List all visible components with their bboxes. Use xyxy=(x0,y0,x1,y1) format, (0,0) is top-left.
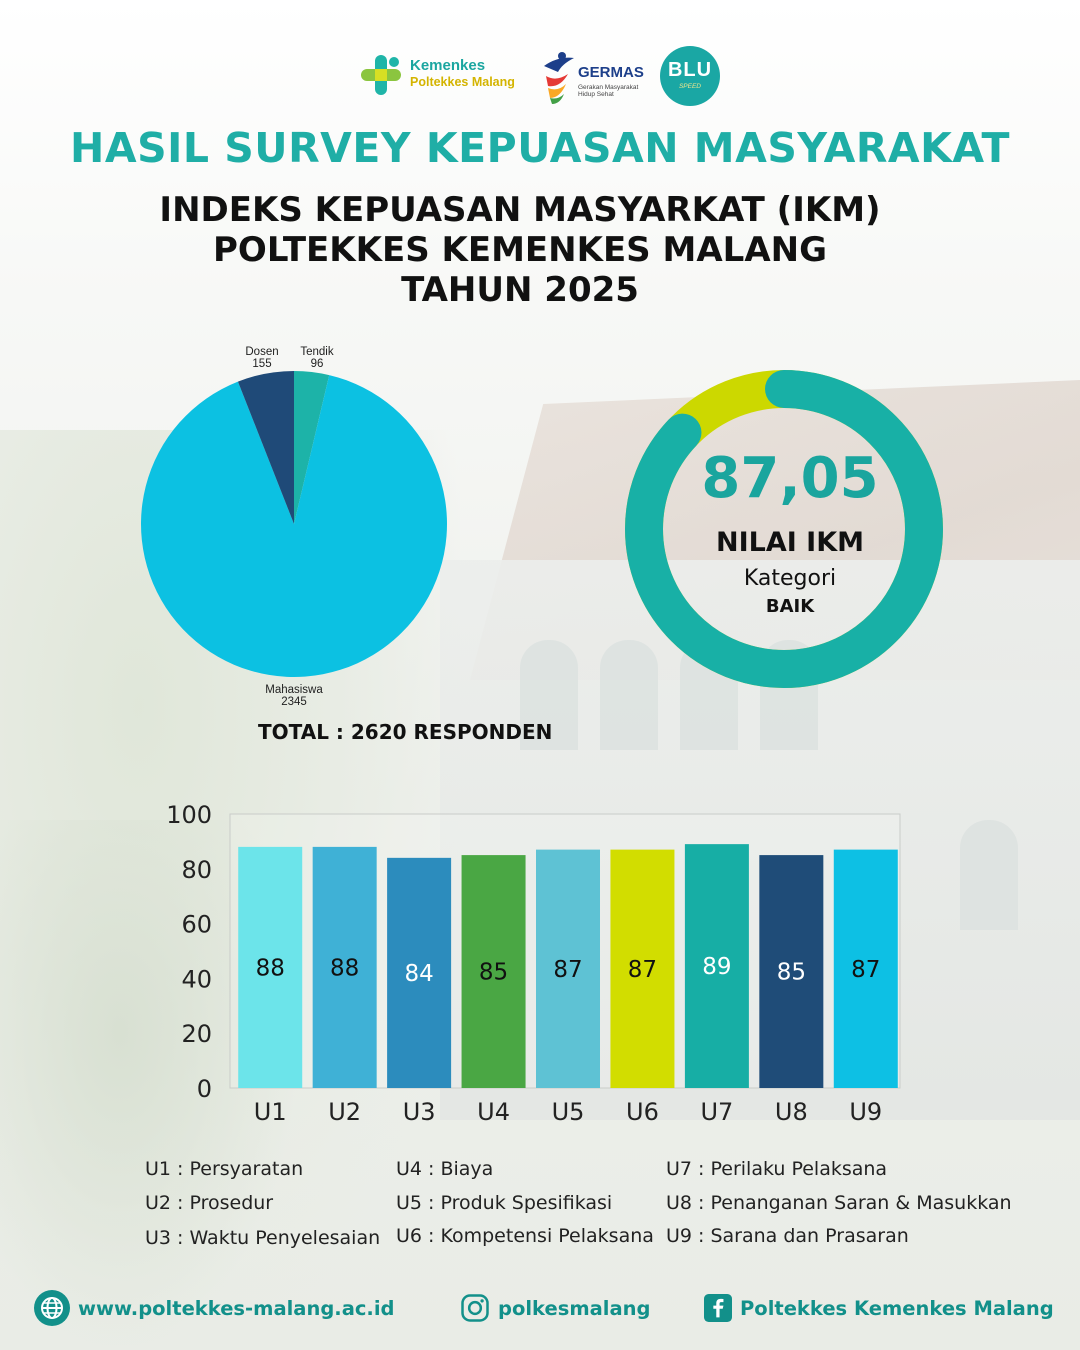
legend-item-u2: U2 : Prosedur xyxy=(145,1192,274,1214)
legend-item-u8: U8 : Penanganan Saran & Masukkan xyxy=(666,1192,1012,1214)
ikm-category: BAIK xyxy=(765,596,815,617)
germas-title: GERMAS xyxy=(578,64,644,81)
globe-icon xyxy=(34,1290,70,1326)
bar-u5 xyxy=(536,849,600,1088)
bar-value-label: 89 xyxy=(702,954,731,980)
pie-label-dosen-value: 155 xyxy=(252,358,272,370)
ikm-bar-chart: 0 20 40 60 80 100 88 U1 88 U2 84 U3 85 U4 87 U5 87 U6 89 U7… xyxy=(150,790,920,1135)
legend-item-u7: U7 : Perilaku Pelaksana xyxy=(666,1158,888,1180)
total-respondents: TOTAL : 2620 RESPONDEN xyxy=(258,720,553,744)
instagram-icon xyxy=(461,1294,489,1322)
indicator-legend: U1 : Persyaratan U2 : Prosedur U3 : Wakt… xyxy=(145,1158,1045,1258)
bar-value-label: 87 xyxy=(628,957,657,983)
page-subtitle: INDEKS KEPUASAN MASYARKAT (IKM) POLTEKKE… xyxy=(0,190,1040,310)
bar-u6 xyxy=(610,849,675,1088)
footer-facebook[interactable]: Poltekkes Kemenkes Malang xyxy=(704,1288,1054,1328)
bar-u4 xyxy=(461,855,526,1088)
germas-figure-icon xyxy=(544,52,574,104)
x-tick-label: U8 xyxy=(775,1098,808,1126)
bar-value-label: 84 xyxy=(404,961,433,987)
pie-label-dosen: Dosen 155 xyxy=(230,346,294,370)
logo-kemenkes-line2: Poltekkes Malang xyxy=(410,75,515,89)
ikm-donut: 87,05 NILAI IKM Kategori BAIK xyxy=(620,362,960,702)
bar-u2 xyxy=(312,846,377,1088)
logo-kemenkes-line1: Kemenkes xyxy=(410,57,486,74)
pie-slice-dosen xyxy=(237,371,294,524)
germas-subtitle: Gerakan Masyarakat Hidup Sehat xyxy=(578,84,639,98)
blu-speed-logo: BLU SPEED xyxy=(660,46,720,106)
footer-website-text: www.poltekkes-malang.ac.id xyxy=(78,1296,395,1320)
ikm-value: 87,05 xyxy=(701,446,879,511)
bar-value-label: 88 xyxy=(256,955,285,981)
pie-slice-mahasiswa xyxy=(141,375,447,677)
bar-value-label: 85 xyxy=(777,960,806,986)
kemenkes-mark-icon xyxy=(361,55,401,95)
blu-title: BLU xyxy=(667,59,713,81)
page-title: HASIL SURVEY KEPUASAN MASYARAKAT xyxy=(70,124,1010,172)
subtitle-line-1: INDEKS KEPUASAN MASYARKAT (IKM) xyxy=(159,190,881,230)
bar-value-label: 88 xyxy=(330,955,359,981)
x-tick-label: U4 xyxy=(477,1098,510,1126)
legend-item-u4: U4 : Biaya xyxy=(396,1158,494,1180)
facebook-icon xyxy=(704,1294,732,1322)
legend-item-u9: U9 : Sarana dan Prasaran xyxy=(666,1225,909,1247)
legend-item-u5: U5 : Produk Spesifikasi xyxy=(396,1192,613,1214)
legend-item-u6: U6 : Kompetensi Pelaksana xyxy=(396,1225,654,1247)
blu-subtitle: SPEED xyxy=(678,83,702,90)
x-tick-label: U2 xyxy=(328,1098,361,1126)
bar-u7 xyxy=(684,844,749,1088)
respondent-pie-chart: Dosen 155 Tendik 96 Mahasiswa 2345 xyxy=(130,340,460,720)
pie-label-mahasiswa-name: Mahasiswa xyxy=(265,684,323,696)
footer: www.poltekkes-malang.ac.id polkesmalang … xyxy=(0,1288,1080,1338)
pie-label-tendik: Tendik 96 xyxy=(286,346,348,370)
x-tick-label: U6 xyxy=(626,1098,659,1126)
y-tick-label: 40 xyxy=(181,965,212,993)
pie-label-mahasiswa: Mahasiswa 2345 xyxy=(254,684,334,708)
y-tick-label: 20 xyxy=(181,1020,212,1048)
bar-value-label: 85 xyxy=(479,960,508,986)
pie-slice-tendik xyxy=(294,371,330,524)
subtitle-line-2: POLTEKKES KEMENKES MALANG xyxy=(213,230,827,270)
y-tick-label: 0 xyxy=(197,1075,212,1103)
x-tick-label: U9 xyxy=(849,1098,882,1126)
pie-label-tendik-value: 96 xyxy=(310,358,324,370)
bar-u3 xyxy=(387,857,452,1088)
ikm-ring-filled xyxy=(625,370,943,688)
footer-facebook-text: Poltekkes Kemenkes Malang xyxy=(740,1296,1054,1320)
footer-instagram-text: polkesmalang xyxy=(498,1296,651,1320)
ikm-category-label: Kategori xyxy=(743,566,837,591)
ikm-donut-ring xyxy=(625,370,943,688)
kemenkes-logo: Kemenkes Poltekkes Malang xyxy=(358,50,528,98)
x-tick-label: U7 xyxy=(700,1098,733,1126)
x-tick-label: U5 xyxy=(552,1098,585,1126)
footer-website[interactable]: www.poltekkes-malang.ac.id xyxy=(34,1288,394,1328)
y-tick-label: 100 xyxy=(166,801,212,829)
y-tick-label: 80 xyxy=(181,856,212,884)
pie-label-mahasiswa-value: 2345 xyxy=(281,696,307,708)
legend-item-u1: U1 : Persyaratan xyxy=(145,1158,304,1180)
germas-logo: GERMAS Gerakan Masyarakat Hidup Sehat xyxy=(538,48,654,106)
y-tick-label: 60 xyxy=(181,911,212,939)
pie-svg xyxy=(141,371,447,677)
bar-u8 xyxy=(759,855,824,1088)
pie-label-dosen-name: Dosen xyxy=(245,346,279,358)
subtitle-line-3: TAHUN 2025 xyxy=(401,270,639,310)
bar-svg: 0 20 40 60 80 100 88 U1 88 U2 84 U3 85 U4 87 U5 87 U6 89 U7… xyxy=(166,801,901,1126)
x-tick-label: U3 xyxy=(403,1098,436,1126)
bar-u9 xyxy=(833,849,898,1088)
bar-value-label: 87 xyxy=(553,957,582,983)
x-tick-label: U1 xyxy=(254,1098,287,1126)
legend-item-u3: U3 : Waktu Penyelesaian xyxy=(145,1227,381,1249)
bar-value-label: 87 xyxy=(851,957,880,983)
pie-label-tendik-name: Tendik xyxy=(300,346,334,358)
ikm-label: NILAI IKM xyxy=(715,527,865,558)
footer-instagram[interactable]: polkesmalang xyxy=(460,1288,650,1328)
bar-u1 xyxy=(238,846,303,1088)
